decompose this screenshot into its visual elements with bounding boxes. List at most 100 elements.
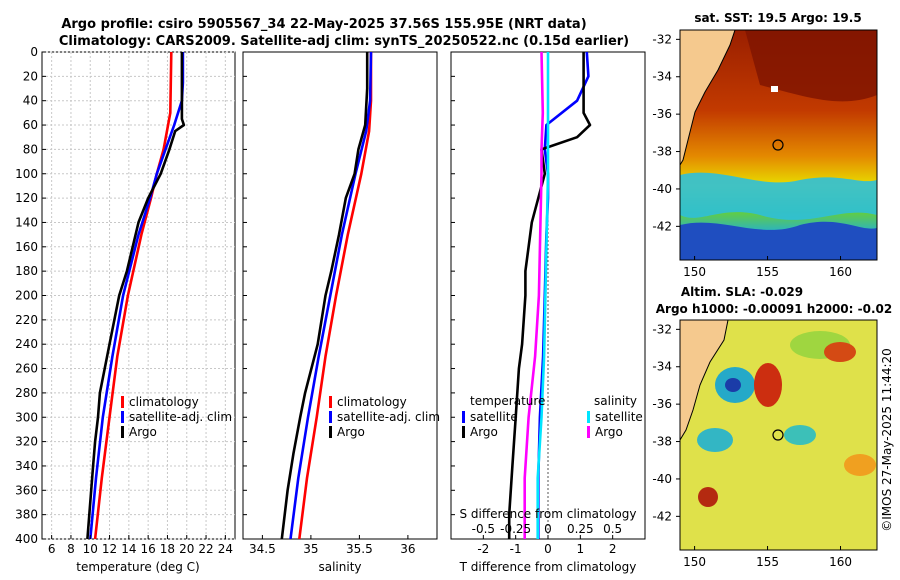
legend-satellite-label: satellite-adj. clim bbox=[129, 410, 232, 424]
legend-climatology-swatch bbox=[121, 396, 124, 408]
x-tick-label: -2 bbox=[477, 542, 489, 556]
map-lat-label: -32 bbox=[652, 322, 672, 336]
s-difference-label: S difference from climatology bbox=[460, 507, 637, 521]
depth-axis-labels: 0 20 40 60 80 100 120 140 160 180 200 220 240 260 280 3… bbox=[15, 45, 38, 546]
map-lon-label: 160 bbox=[829, 265, 852, 279]
x-tick-label: 36 bbox=[400, 542, 415, 556]
depth-tick-label: 60 bbox=[23, 118, 38, 132]
series-line-salinity-argo bbox=[523, 52, 545, 539]
temperature-legend: climatology satellite-adj. clim Argo bbox=[121, 395, 232, 439]
map-lon-label: 150 bbox=[683, 265, 706, 279]
sla-cool-patch bbox=[697, 428, 733, 452]
sla-map-frame bbox=[679, 319, 878, 551]
legend-s-satellite-swatch bbox=[587, 411, 590, 423]
depth-tick-label: 320 bbox=[15, 435, 38, 449]
sst-missing-pixel bbox=[771, 86, 778, 92]
legend-argo-swatch bbox=[121, 426, 124, 438]
sla-warm-spot bbox=[698, 487, 718, 507]
salinity-legend: climatology satellite-adj. clim Argo bbox=[329, 395, 440, 439]
sla-map-axes: -32 -34 -36 -38 -40 -42 150 155 160 bbox=[652, 322, 852, 569]
sla-argo-position-marker bbox=[772, 429, 784, 441]
x-tick-label: -1 bbox=[510, 542, 522, 556]
difference-series bbox=[507, 52, 592, 539]
temperature-grid bbox=[42, 51, 235, 540]
x-tick-label: 35.5 bbox=[346, 542, 373, 556]
legend-argo-label: Argo bbox=[337, 425, 365, 439]
x-tick-label: 18 bbox=[160, 542, 175, 556]
x-tick-label: 35 bbox=[303, 542, 318, 556]
x-tick-label: 14 bbox=[121, 542, 136, 556]
legend-s-argo-label: Argo bbox=[595, 425, 623, 439]
figure-title-line2: Climatology: CARS2009. Satellite-adj cli… bbox=[59, 34, 629, 49]
sla-map-subtitle: Argo h1000: -0.00091 h2000: -0.02 bbox=[656, 302, 892, 316]
figure-title-line1: Argo profile: csiro 5905567_34 22-May-20… bbox=[61, 17, 586, 32]
series-line-argo bbox=[280, 52, 369, 539]
legend-satellite-swatch bbox=[329, 411, 332, 423]
depth-tick-label: 0 bbox=[30, 45, 38, 59]
series-line-satellite-adj-clim bbox=[289, 52, 373, 539]
series-line-climatology bbox=[93, 52, 173, 539]
sla-coastline bbox=[680, 320, 729, 441]
depth-tick-label: 140 bbox=[15, 215, 38, 229]
salinity-plot-frame bbox=[242, 51, 438, 540]
legend-climatology-label: climatology bbox=[129, 395, 199, 409]
legend-satellite-swatch bbox=[121, 411, 124, 423]
x-tick-label: 12 bbox=[102, 542, 117, 556]
legend-t-argo-label: Argo bbox=[470, 425, 498, 439]
map-lat-label: -36 bbox=[652, 107, 672, 121]
legend-satellite-label: satellite-adj. clim bbox=[337, 410, 440, 424]
depth-tick-label: 400 bbox=[15, 532, 38, 546]
sla-cool-patch bbox=[784, 425, 816, 445]
map-lon-label: 160 bbox=[829, 555, 852, 569]
legend-t-argo-swatch bbox=[462, 426, 465, 438]
difference-panel: -2 -1 0 1 2 -0.5 -0.25 0 0.25 0.5 S difference f… bbox=[450, 51, 646, 574]
map-lat-label: -40 bbox=[652, 182, 672, 196]
temperature-x-label: temperature (deg C) bbox=[76, 560, 199, 574]
difference-legend: temperature satellite Argo salinity sate… bbox=[462, 394, 643, 439]
map-lon-label: 155 bbox=[756, 555, 779, 569]
depth-tick-label: 120 bbox=[15, 191, 38, 205]
salinity-x-ticks: 34.5 35 35.5 36 bbox=[243, 51, 416, 556]
x-tick-label: 2 bbox=[609, 542, 617, 556]
t-difference-label: T difference from climatology bbox=[459, 560, 637, 574]
s-tick-label: -0.25 bbox=[500, 522, 531, 536]
series-line-salinity-satellite bbox=[536, 52, 550, 539]
x-tick-label: 6 bbox=[48, 542, 56, 556]
map-lon-label: 155 bbox=[756, 265, 779, 279]
sst-argo-position-marker bbox=[772, 139, 784, 151]
sla-land bbox=[680, 320, 728, 440]
depth-tick-label: 80 bbox=[23, 142, 38, 156]
depth-tick-label: 260 bbox=[15, 362, 38, 376]
legend-climatology-swatch bbox=[329, 396, 332, 408]
series-line-temperature-argo bbox=[507, 52, 592, 539]
depth-tick-label: 180 bbox=[15, 264, 38, 278]
x-tick-label: 22 bbox=[198, 542, 213, 556]
map-lon-label: 150 bbox=[683, 555, 706, 569]
difference-x-ticks: -2 -1 0 1 2 bbox=[451, 51, 617, 556]
sst-coastline bbox=[680, 30, 736, 166]
sst-map-field bbox=[680, 30, 877, 260]
depth-tick-label: 240 bbox=[15, 337, 38, 351]
salinity-x-label: salinity bbox=[318, 560, 361, 574]
legend-t-satellite-label: satellite bbox=[470, 410, 518, 424]
sla-map-field bbox=[680, 320, 877, 550]
legend-t-satellite-swatch bbox=[462, 411, 465, 423]
imos-timestamp: ©IMOS 27-May-2025 11:44:20 bbox=[880, 348, 894, 532]
sst-map-axes: -32 -34 -36 -38 -40 -42 150 155 160 bbox=[652, 32, 852, 279]
s-tick-label: -0.5 bbox=[472, 522, 495, 536]
map-lat-label: -36 bbox=[652, 397, 672, 411]
sst-cool-band bbox=[680, 172, 877, 220]
sst-map-title: sat. SST: 19.5 Argo: 19.5 bbox=[694, 11, 861, 25]
sst-warm-core bbox=[745, 30, 877, 102]
sla-map: Altim. SLA: -0.029 Argo h1000: -0.00091 … bbox=[652, 285, 892, 569]
x-tick-label: 24 bbox=[218, 542, 233, 556]
temperature-x-ticks: 6 8 10 12 14 16 18 20 22 24 bbox=[42, 51, 233, 556]
x-tick-label: 0 bbox=[544, 542, 552, 556]
legend-temperature-head: temperature bbox=[470, 394, 545, 408]
sst-land bbox=[680, 30, 735, 165]
legend-climatology-label: climatology bbox=[337, 395, 407, 409]
temperature-series bbox=[86, 52, 186, 539]
sla-warm-eddy bbox=[754, 363, 782, 407]
map-lat-label: -40 bbox=[652, 472, 672, 486]
map-lat-label: -34 bbox=[652, 70, 672, 84]
